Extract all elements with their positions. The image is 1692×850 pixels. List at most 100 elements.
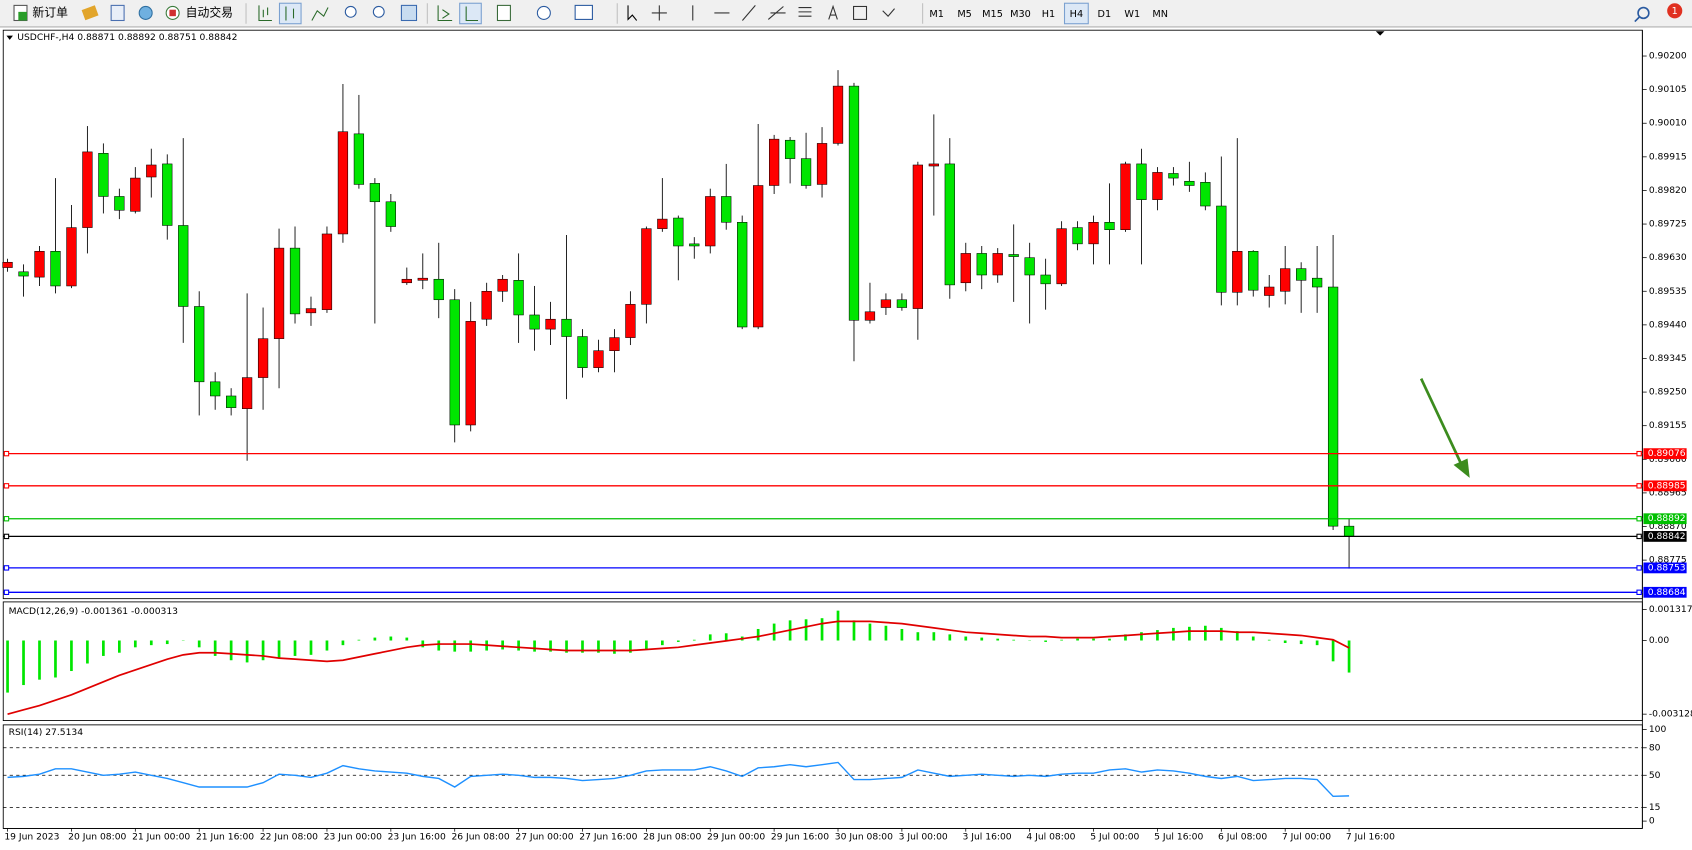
annotation-arrowhead — [1453, 458, 1470, 478]
toolbar-icon[interactable] — [110, 4, 125, 22]
candle-body — [896, 299, 908, 308]
macd-title: MACD(12,26,9) -0.001361 -0.000313 — [9, 606, 179, 617]
line-handle — [3, 516, 10, 522]
line-chart-icon[interactable] — [311, 7, 329, 21]
toolbar-icon[interactable] — [138, 5, 153, 20]
candle-body — [481, 290, 492, 320]
channel-tools-icon[interactable] — [767, 6, 812, 20]
x-tick-label: 3 Jul 16:00 — [963, 832, 1012, 843]
x-tick-label: 29 Jun 16:00 — [771, 832, 829, 843]
auto-trading-button[interactable]: 自动交易 — [186, 5, 233, 19]
candle-body — [2, 261, 13, 268]
price-label-bg — [1643, 480, 1687, 492]
price-label: 0.88753 — [1648, 562, 1686, 573]
candle-body — [210, 381, 221, 397]
candle-body — [1296, 268, 1307, 281]
toolbar-bg — [0, 0, 1692, 27]
candle-body — [1120, 163, 1131, 230]
candle-body — [1056, 228, 1067, 285]
x-tick-label: 21 Jun 00:00 — [132, 832, 190, 843]
y-tick-label: 0 — [1649, 816, 1655, 827]
candle-body — [673, 217, 684, 247]
x-tick-label: 26 Jun 08:00 — [451, 832, 509, 843]
candle-body — [385, 201, 396, 227]
toolbar-icon[interactable] — [81, 5, 99, 21]
candle-body — [545, 318, 556, 330]
candle-body — [880, 299, 892, 308]
search-handle — [1634, 16, 1640, 23]
y-tick-label: 100 — [1649, 724, 1667, 735]
candle-chart-active[interactable] — [278, 2, 302, 25]
candle-body — [737, 222, 748, 328]
crosshair-icon[interactable] — [651, 5, 667, 21]
arrows-tool-icon[interactable] — [882, 8, 895, 17]
timeframe-button[interactable]: M30 — [1010, 9, 1031, 20]
candle-body — [1104, 222, 1115, 230]
timeframe-button[interactable]: D1 — [1098, 9, 1112, 20]
x-tick-label: 6 Jul 08:00 — [1218, 832, 1267, 843]
y-tick-label: 0.89820 — [1649, 185, 1687, 196]
candle-body — [816, 143, 828, 185]
candle-body — [34, 251, 45, 278]
chart-shift-marker[interactable] — [1375, 31, 1385, 36]
zoom-out-icon[interactable] — [372, 5, 385, 18]
x-tick-label: 20 Jun 08:00 — [68, 832, 126, 843]
label-tool-icon[interactable] — [853, 5, 868, 20]
new-order-plus — [18, 11, 27, 21]
autoscroll-icon[interactable] — [437, 5, 453, 22]
new-order-button[interactable]: 新订单 — [32, 5, 68, 19]
line-handle — [1636, 483, 1642, 489]
candle-body — [1088, 222, 1099, 245]
timeframe-button[interactable]: M1 — [929, 9, 944, 20]
candle-body — [593, 350, 604, 368]
candle-body — [257, 338, 269, 378]
search-icon[interactable] — [1637, 6, 1650, 20]
timeframe-button[interactable]: H4 — [1070, 9, 1083, 20]
candle-body — [784, 139, 796, 159]
candle-body — [689, 243, 700, 247]
cursor-icon[interactable] — [627, 5, 638, 21]
timeframe-button[interactable]: W1 — [1124, 9, 1140, 20]
annotation-arrow — [1419, 378, 1464, 467]
candle-body — [273, 247, 285, 339]
x-tick-label: 27 Jun 16:00 — [579, 832, 637, 843]
candle-body — [146, 164, 157, 178]
timeframe-button[interactable]: MN — [1152, 9, 1168, 20]
chart-shift-icon — [465, 6, 479, 22]
candle-body — [577, 336, 588, 368]
line-tools-icon[interactable] — [692, 5, 756, 21]
text-tool-icon[interactable] — [828, 4, 838, 20]
timeframe-button[interactable]: H1 — [1042, 9, 1055, 20]
candle-body — [832, 85, 844, 144]
candle-body — [194, 306, 205, 383]
y-tick-label: 0.89250 — [1649, 387, 1687, 398]
y-tick-label: 0.90200 — [1649, 51, 1687, 62]
candle-body — [1280, 268, 1291, 292]
bar-chart-icon[interactable] — [258, 5, 272, 22]
timeframe-button[interactable]: M15 — [982, 9, 1003, 20]
candle-body — [960, 253, 971, 284]
x-tick-label: 23 Jun 00:00 — [324, 832, 382, 843]
candle-body — [1343, 525, 1355, 537]
price-label: 0.88842 — [1648, 531, 1686, 542]
notification-badge[interactable] — [1667, 3, 1683, 19]
indicators-icon[interactable] — [496, 4, 511, 22]
candle-body — [401, 278, 412, 284]
chart-shift-active[interactable] — [459, 2, 482, 25]
panel-menu-marker[interactable] — [6, 35, 13, 40]
tile-icon[interactable] — [400, 4, 418, 22]
timeframe-button[interactable]: M5 — [957, 9, 972, 20]
y-tick-label: 80 — [1649, 742, 1661, 753]
x-tick-label: 28 Jun 08:00 — [643, 832, 701, 843]
y-tick-label: -0.003128 — [1649, 709, 1692, 720]
candle-chart-icon — [285, 6, 295, 21]
line-handle — [3, 565, 10, 571]
templates-icon[interactable] — [574, 4, 593, 20]
zoom-in-icon[interactable] — [344, 5, 357, 18]
candle-body — [1200, 182, 1211, 207]
periods-icon[interactable] — [536, 5, 551, 20]
candle-body — [928, 163, 939, 167]
candle-body — [625, 304, 636, 338]
candle-body — [1136, 163, 1147, 200]
